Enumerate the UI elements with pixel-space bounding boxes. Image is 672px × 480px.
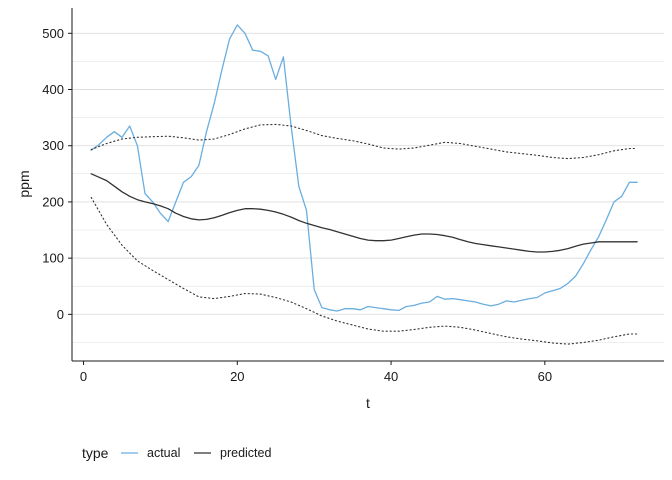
y-axis-title: ppm	[16, 170, 32, 197]
series-layer	[90, 24, 638, 345]
y-tick-label: 400	[42, 82, 64, 97]
gridlines	[72, 32, 664, 343]
x-tick-label: 20	[230, 369, 244, 384]
interval-bound-2	[90, 123, 638, 160]
series-line-predicted	[90, 173, 638, 253]
y-tick-label: 0	[57, 307, 64, 322]
interval-bound-3	[90, 196, 638, 345]
y-axis-ticks: 0 100 200 300 400 500	[42, 26, 72, 322]
y-tick-label: 100	[42, 251, 64, 266]
x-axis-title: t	[366, 395, 370, 411]
y-tick-label: 500	[42, 26, 64, 41]
y-tick-label: 200	[42, 194, 64, 209]
y-tick-label: 300	[42, 138, 64, 153]
legend-label-predicted: predicted	[220, 446, 271, 460]
legend-label-actual: actual	[147, 446, 180, 460]
x-tick-label: 40	[384, 369, 398, 384]
series-line-actual	[90, 24, 638, 312]
x-tick-label: 60	[538, 369, 552, 384]
legend: type actual predicted	[82, 445, 271, 461]
x-tick-label: 0	[80, 369, 87, 384]
legend-title: type	[82, 445, 109, 461]
x-axis-ticks: 0 20 40 60	[80, 361, 552, 384]
